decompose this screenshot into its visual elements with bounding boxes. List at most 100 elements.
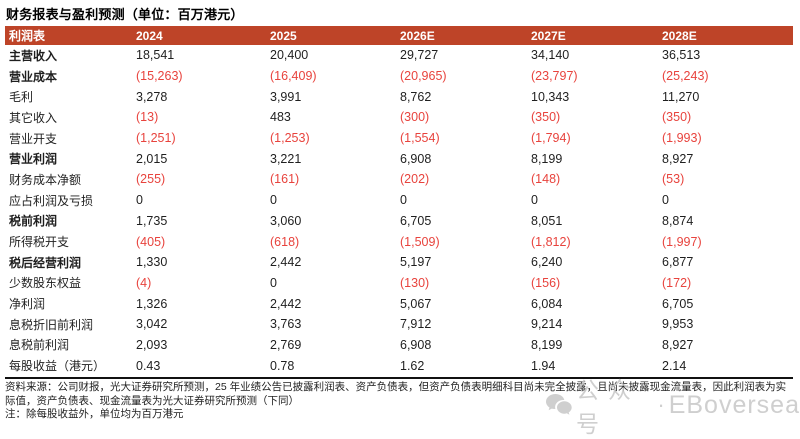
cell-value: 9,953 [662,317,694,332]
cell-value: (23,797) [531,69,578,84]
cell-value: (53) [662,172,685,187]
cell-value: 18,541 [136,48,175,63]
cell-value: 3,278 [136,89,168,104]
table-row: 每股收益（港元） 0.43 0.78 1.62 1.94 2.14 [5,355,793,376]
cell-value: 5,197 [400,255,432,270]
cell-value: 1,330 [136,255,168,270]
cell-value: 8,874 [662,213,694,228]
column-header-2026E: 2026E [400,26,531,45]
table-row: 毛利 3,278 3,991 8,762 10,343 11,270 [5,86,793,107]
cell-value: 0.78 [270,358,295,373]
table-header-row: 利润表 2024 2025 2026E 2027E 2028E [5,26,793,45]
cell-value: (1,253) [270,131,310,146]
cell-value: 3,221 [270,151,302,166]
cell-value: 1,326 [136,296,168,311]
table-body: 主营收入 18,541 20,400 29,727 34,140 36,513 营业成本 (1… [5,45,793,376]
table-row: 息税前利润 2,093 2,769 6,908 8,199 8,927 [5,335,793,356]
cell-value: 34,140 [531,48,570,63]
cell-value: (1,794) [531,131,571,146]
cell-value: 2,442 [270,296,302,311]
column-header-2024: 2024 [136,26,270,45]
cell-value: (148) [531,172,561,187]
table-row: 营业成本 (15,263) (16,409) (20,965) (23,797) (25,… [5,66,793,87]
cell-value: (20,965) [400,69,447,84]
cell-value: (161) [270,172,300,187]
cell-value: 1.94 [531,358,556,373]
table-row: 财务成本净额 (255) (161) (202) (148) (53) [5,169,793,190]
cell-value: 29,727 [400,48,439,63]
cell-value: (25,243) [662,69,709,84]
cell-value: (172) [662,275,692,290]
cell-value: 20,400 [270,48,309,63]
table-row: 少数股东权益 (4) 0 (130) (156) (172) [5,273,793,294]
row-label: 其它收入 [9,110,58,125]
report-page: 财务报表与盈利预测（单位：百万港元） 利润表 2024 2025 2026E 2027E… [5,7,799,437]
table-row: 税前利润 1,735 3,060 6,705 8,051 8,874 [5,211,793,232]
cell-value: 3,060 [270,213,302,228]
cell-value: 2,093 [136,337,168,352]
cell-value: 1.62 [400,358,425,373]
column-header-2027E: 2027E [531,26,662,45]
cell-value: 11,270 [662,89,700,104]
cell-value: (4) [136,275,152,290]
cell-value: 6,084 [531,296,563,311]
cell-value: (350) [662,110,692,125]
cell-value: 10,343 [531,89,570,104]
cell-value: 8,762 [400,89,432,104]
cell-value: (156) [531,275,561,290]
cell-value: (350) [531,110,561,125]
cell-value: (1,251) [136,131,176,146]
cell-value: (202) [400,172,430,187]
row-label: 财务成本净额 [9,172,82,187]
cell-value: 0 [400,193,407,208]
table-row: 息税折旧前利润 3,042 3,763 7,912 9,214 9,953 [5,314,793,335]
row-label: 所得税开支 [9,235,70,250]
table-row: 营业开支 (1,251) (1,253) (1,554) (1,794) (1,993) [5,128,793,149]
cell-value: 6,705 [662,296,694,311]
cell-value: (1,997) [662,234,702,249]
cell-value: 3,042 [136,317,168,332]
row-label: 税后经营利润 [9,255,82,270]
table-row: 其它收入 (13) 483 (300) (350) (350) [5,107,793,128]
cell-value: 2,015 [136,151,168,166]
cell-value: 0 [662,193,669,208]
table-row: 应占利润及亏损 0 0 0 0 0 [5,190,793,211]
cell-value: 1,735 [136,213,168,228]
cell-value: 483 [270,110,291,125]
footnotes: 资料来源：公司财报，光大证券研究所预测，25 年业绩公告已披露利润表、资产负债表… [5,379,793,422]
cell-value: 2,769 [270,337,302,352]
cell-value: (130) [400,275,430,290]
table-bottom-border [5,377,793,379]
cell-value: 36,513 [662,48,701,63]
table-row: 主营收入 18,541 20,400 29,727 34,140 36,513 [5,45,793,66]
cell-value: (13) [136,110,159,125]
cell-value: 0 [270,193,277,208]
cell-value: 6,705 [400,213,432,228]
source-note: 资料来源：公司财报，光大证券研究所预测，25 年业绩公告已披露利润表、资产负债表… [5,381,787,407]
cell-value: (16,409) [270,69,317,84]
cell-value: 8,199 [531,151,563,166]
cell-value: (618) [270,234,300,249]
page-title: 财务报表与盈利预测（单位：百万港元） [6,7,244,22]
cell-value: 8,927 [662,337,694,352]
unit-note: 注：除每股收益外，单位均为百万港元 [5,408,184,420]
cell-value: 6,240 [531,255,563,270]
cell-value: 6,877 [662,255,694,270]
cell-value: 3,763 [270,317,302,332]
table-row: 净利润 1,326 2,442 5,067 6,084 6,705 [5,293,793,314]
cell-value: 5,067 [400,296,432,311]
row-label: 营业成本 [9,69,58,84]
cell-value: (1,812) [531,234,571,249]
cell-value: (405) [136,234,166,249]
column-header-2028E: 2028E [662,26,793,45]
cell-value: (1,554) [400,131,440,146]
cell-value: 8,199 [531,337,563,352]
cell-value: 2,442 [270,255,302,270]
column-header-利润表: 利润表 [5,26,136,45]
cell-value: (300) [400,110,430,125]
row-label: 税前利润 [9,214,58,229]
cell-value: (1,993) [662,131,702,146]
table-row: 税后经营利润 1,330 2,442 5,197 6,240 6,877 [5,252,793,273]
row-label: 息税前利润 [9,338,70,353]
row-label: 毛利 [9,90,34,105]
